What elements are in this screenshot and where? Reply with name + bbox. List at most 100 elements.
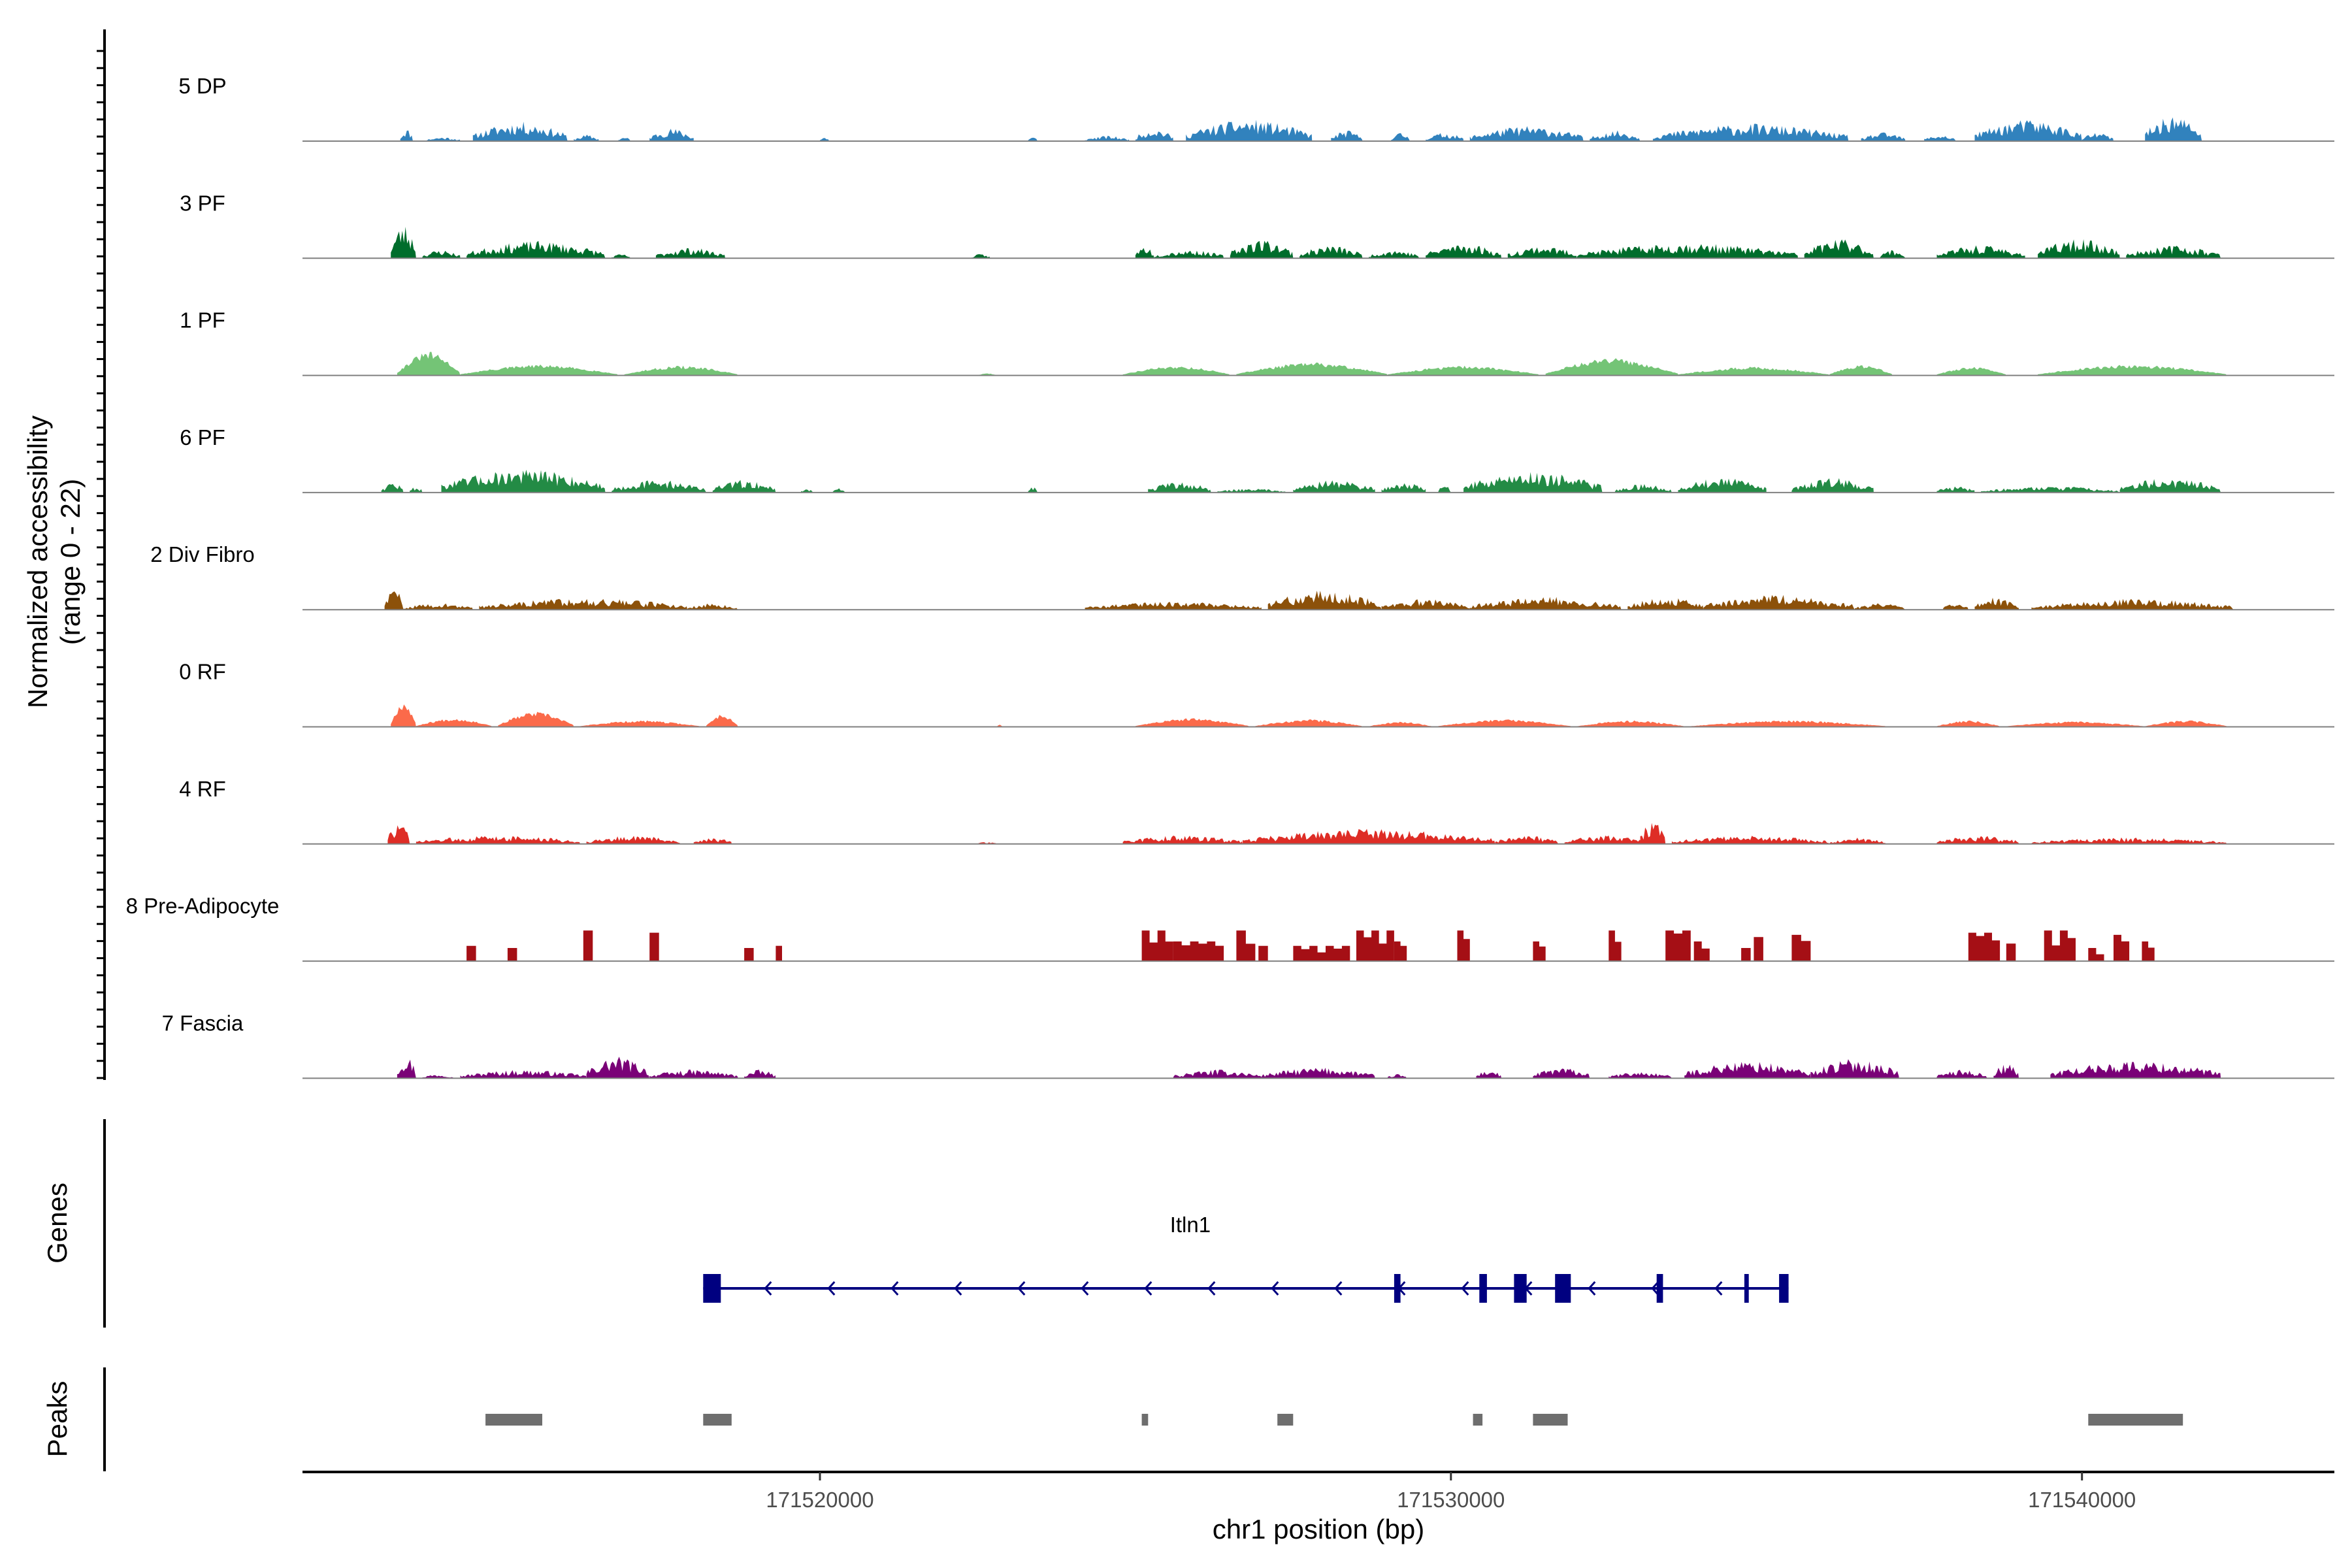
coverage-peak xyxy=(2044,930,2076,962)
coverage-peak xyxy=(1936,486,1975,493)
coverage-peak xyxy=(2142,941,2155,962)
peak-region xyxy=(1277,1414,1294,1426)
coverage-peak xyxy=(1684,1062,1811,1079)
exon xyxy=(1555,1274,1571,1303)
coverage-peak xyxy=(1381,599,1470,610)
peak-region xyxy=(1473,1414,1483,1426)
coverage-peak xyxy=(1640,823,1666,844)
peak-region xyxy=(485,1414,542,1426)
coverage-peak xyxy=(1678,367,1830,376)
track-label: 7 Fascia xyxy=(162,1011,244,1035)
coverage-peak xyxy=(391,227,416,259)
coverage-peak xyxy=(1590,130,1641,141)
coverage-peak xyxy=(2082,133,2114,141)
coverage-peak xyxy=(1381,483,1426,493)
coverage-peak xyxy=(1394,941,1407,962)
coverage-peak xyxy=(391,704,416,727)
coverage-peak xyxy=(583,930,593,962)
exon xyxy=(1479,1274,1487,1303)
coverage-peak xyxy=(2145,720,2227,727)
coverage-peak xyxy=(820,138,830,141)
coverage-peak xyxy=(1804,239,1874,259)
x-tick-label: 171520000 xyxy=(766,1488,874,1512)
strand-arrow xyxy=(1271,1281,1279,1296)
coverage-peak xyxy=(1426,245,1502,259)
coverage-peak xyxy=(2031,837,2227,844)
track-label: 6 PF xyxy=(180,425,225,449)
strand-arrow xyxy=(1461,1281,1469,1296)
coverage-peak xyxy=(460,1070,587,1079)
coverage-peak xyxy=(1236,362,1388,376)
track-label: 5 DP xyxy=(178,74,226,98)
coverage-peak xyxy=(1936,836,2019,844)
coverage-peak xyxy=(1507,247,1577,259)
coverage-peak xyxy=(1476,1071,1502,1079)
coverage-peak xyxy=(2038,365,2227,376)
coverage-peak xyxy=(1028,137,1038,141)
coverage-peak xyxy=(1255,719,1363,727)
coverage-peak xyxy=(1426,133,1464,141)
coverage-peak xyxy=(687,603,738,610)
coverage-peak xyxy=(2031,598,2234,610)
coverage-peak xyxy=(466,945,476,962)
coverage-peak xyxy=(1230,240,1294,259)
coverage-peak xyxy=(744,948,754,962)
coverage-peak xyxy=(1614,484,1672,493)
strand-arrow xyxy=(1334,1281,1343,1296)
coverage-peak xyxy=(1533,1068,1590,1079)
coverage-peak xyxy=(479,598,688,610)
y-axis-label-line2: (range 0 - 22) xyxy=(55,479,86,645)
strand-arrow xyxy=(1714,1281,1723,1296)
coverage-peak xyxy=(612,254,631,259)
coverage-peak xyxy=(586,1056,650,1079)
coverage-peak xyxy=(1236,930,1256,962)
coverage-peak xyxy=(1993,1064,2019,1079)
coverage-peak xyxy=(693,838,732,844)
coverage-peak xyxy=(1936,720,2001,727)
coverage-peak xyxy=(460,365,618,376)
coverage-peak xyxy=(1438,487,1451,493)
coverage-peak xyxy=(1791,934,1811,962)
coverage-peak xyxy=(422,1075,454,1079)
coverage-peak xyxy=(1262,1068,1375,1079)
coverage-peak xyxy=(1028,487,1038,493)
coverage-peak xyxy=(1974,120,2082,141)
coverage-peak xyxy=(832,488,845,493)
coverage-peak xyxy=(1135,131,1173,141)
strand-arrow xyxy=(890,1281,899,1296)
coverage-peak xyxy=(1609,1072,1672,1079)
coverage-peak xyxy=(387,825,410,844)
coverage-peak xyxy=(1627,598,1704,610)
coverage-peak xyxy=(1693,941,1710,962)
strand-arrow xyxy=(1588,1281,1596,1296)
exon xyxy=(1394,1274,1401,1303)
coverage-peak xyxy=(1469,596,1622,610)
coverage-peak xyxy=(649,129,694,141)
coverage-peak xyxy=(1703,595,1855,610)
coverage-peak xyxy=(498,711,574,727)
strand-arrow xyxy=(1651,1281,1659,1296)
strand-arrow xyxy=(1207,1281,1216,1296)
coverage-peak xyxy=(586,836,681,844)
coverage-peak xyxy=(580,720,700,727)
gene-name: Itln1 xyxy=(1170,1213,1211,1237)
peak-region xyxy=(1533,1414,1568,1426)
coverage-peak xyxy=(1924,136,1956,141)
coverage-peak xyxy=(1577,720,1685,727)
strand-arrow xyxy=(764,1281,772,1296)
coverage-peak xyxy=(1154,250,1224,259)
track-label: 8 Pre-Adipocyte xyxy=(126,894,280,918)
coverage-peak xyxy=(1545,358,1678,376)
peaks-panel-label: Peaks xyxy=(42,1381,73,1458)
coverage-peak xyxy=(776,945,782,962)
coverage-peak xyxy=(712,480,776,493)
coverage-peak xyxy=(1173,941,1224,962)
track-4: 6 PF xyxy=(180,425,2334,493)
coverage-peak xyxy=(1186,120,1313,141)
coverage-peak xyxy=(1388,365,1539,376)
coverage-peak xyxy=(2006,721,2146,727)
coverage-peak xyxy=(1293,945,1350,962)
x-tick-label: 171530000 xyxy=(1397,1488,1505,1512)
y-axis-label-line1: Normalized accessibility xyxy=(22,416,53,708)
